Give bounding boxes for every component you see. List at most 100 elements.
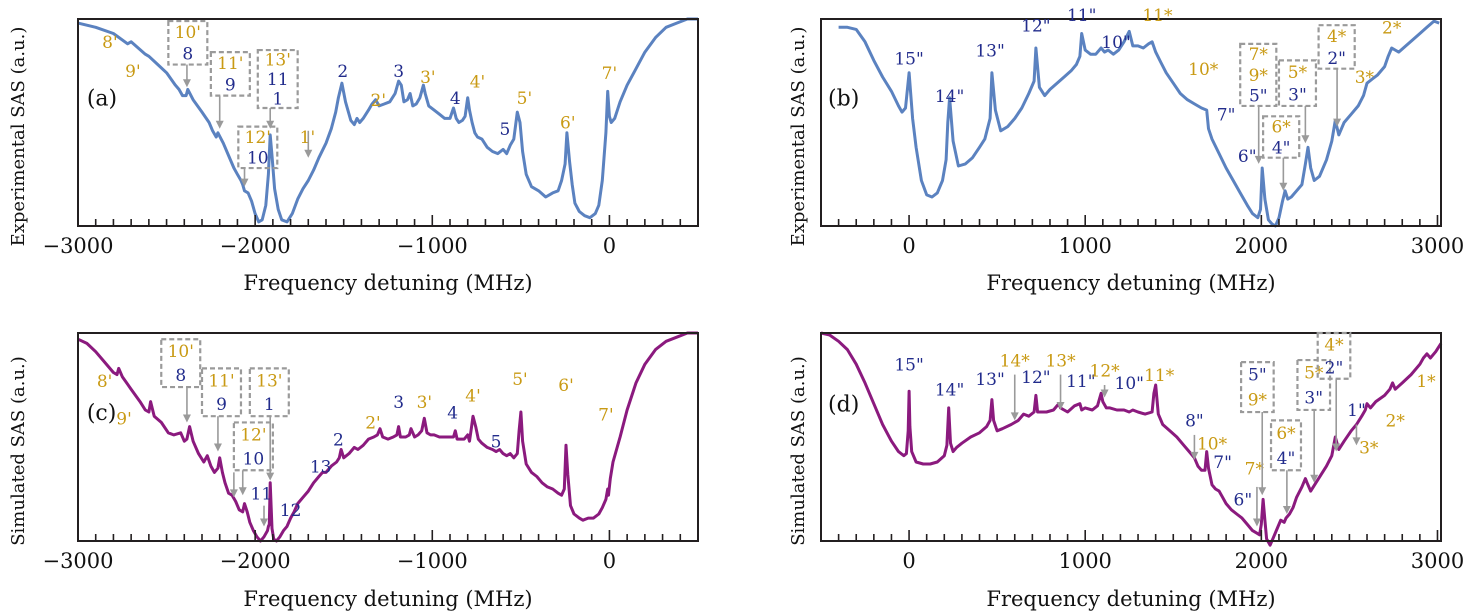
arrowhead bbox=[266, 120, 275, 129]
panel-label: (d) bbox=[828, 393, 859, 418]
peak-label: 3* bbox=[1355, 68, 1375, 88]
peak-label: 5' bbox=[517, 89, 533, 109]
arrowhead bbox=[240, 178, 249, 187]
arrowhead bbox=[1100, 389, 1109, 398]
x-tick-label: 1000 bbox=[1058, 234, 1111, 258]
panel-c: −3000 −2000 −1000 0 Frequency detuning (MHz)… bbox=[8, 331, 699, 611]
arrowhead bbox=[238, 487, 247, 496]
peak-label: 10" bbox=[1101, 33, 1130, 53]
callout-label: 2" bbox=[1327, 49, 1346, 69]
peak-label: 7' bbox=[598, 405, 614, 425]
peak-label: 13" bbox=[975, 41, 1004, 61]
peak-label: 1' bbox=[300, 128, 316, 148]
series-line bbox=[77, 17, 698, 224]
peak-label: 5 bbox=[500, 120, 511, 140]
series-line bbox=[820, 331, 1443, 547]
callout-box: 10'8 bbox=[167, 19, 209, 66]
plot-frame bbox=[820, 18, 1442, 227]
peak-label: 6" bbox=[1234, 491, 1253, 511]
y-axis-title: Simulated SAS (a.u.) bbox=[8, 356, 29, 546]
peak-label: 11 bbox=[251, 484, 273, 504]
peak-label: 10" bbox=[1115, 374, 1144, 394]
callout-label: 4* bbox=[1324, 335, 1344, 355]
panel-label: (b) bbox=[828, 87, 859, 112]
peak-label: 7' bbox=[602, 64, 618, 84]
peak-label: 3 bbox=[393, 393, 404, 413]
arrowhead bbox=[1056, 401, 1065, 410]
plot-frame bbox=[820, 332, 1442, 542]
panel-a: −3000 −2000 −1000 0 Frequency detuning (MHz)… bbox=[8, 17, 699, 295]
panel-label: (a) bbox=[87, 87, 117, 112]
plot-frame bbox=[77, 18, 699, 227]
series-line bbox=[77, 331, 698, 543]
arrowhead bbox=[1352, 437, 1361, 446]
callout-label: 11' bbox=[208, 371, 234, 391]
peak-label: 5 bbox=[491, 432, 502, 452]
arrowhead bbox=[1310, 474, 1319, 483]
x-tick-label: −1000 bbox=[397, 549, 468, 573]
panel-label: (c) bbox=[87, 401, 117, 426]
callout-label: 5* bbox=[1288, 63, 1308, 83]
peak-label: 7* bbox=[1245, 459, 1265, 479]
x-tick-label: 0 bbox=[902, 234, 915, 258]
x-tick-label: −1000 bbox=[397, 234, 468, 258]
callout-label: 9* bbox=[1248, 391, 1268, 411]
arrow-label: 13* bbox=[1045, 351, 1076, 371]
arrow-label: 14* bbox=[1000, 351, 1031, 371]
callout-label: 11 bbox=[267, 70, 289, 90]
y-axis-title: Experimental SAS (a.u.) bbox=[788, 27, 809, 247]
peak-label: 2 bbox=[333, 430, 344, 450]
peak-label: 6' bbox=[560, 114, 576, 134]
x-tick-label: 0 bbox=[902, 549, 915, 573]
peak-label: 4' bbox=[470, 72, 486, 92]
x-tick-label: 0 bbox=[603, 234, 616, 258]
peak-label: 15" bbox=[894, 355, 923, 375]
peak-label: 3' bbox=[417, 393, 433, 413]
callout-box: 12'10 bbox=[232, 421, 274, 472]
peak-label: 2 bbox=[337, 62, 348, 82]
peak-label: 8' bbox=[102, 33, 118, 53]
arrowhead bbox=[215, 120, 224, 129]
arrowhead bbox=[229, 489, 238, 498]
x-axis-title: Frequency detuning (MHz) bbox=[986, 271, 1275, 295]
callout-box: 13'111 bbox=[256, 48, 299, 109]
peak-label: 11* bbox=[1144, 366, 1175, 386]
peak-label: 11" bbox=[1067, 6, 1096, 26]
callout-label: 1 bbox=[272, 89, 283, 109]
callout-label: 10 bbox=[243, 449, 265, 469]
x-tick-label: 2000 bbox=[1235, 549, 1288, 573]
callout-box: 11'9 bbox=[209, 51, 251, 97]
peak-label: 2' bbox=[365, 414, 381, 434]
callout-label: 5" bbox=[1248, 366, 1267, 386]
peak-label: 12 bbox=[280, 501, 302, 521]
x-tick-label: 3000 bbox=[1411, 549, 1464, 573]
arrow-label: 8" bbox=[1185, 412, 1204, 432]
callout-box: 5"9* bbox=[1239, 361, 1275, 414]
callout-label: 9 bbox=[216, 395, 227, 415]
panel-d: 0 1000 2000 3000 Frequency detuning (MHz) Sim… bbox=[788, 331, 1464, 611]
peak-label: 13" bbox=[975, 370, 1004, 390]
arrowhead bbox=[1301, 135, 1310, 144]
peak-label: 8' bbox=[97, 372, 113, 392]
panel-b: 0 1000 2000 3000 Frequency detuning (MHz) Exp… bbox=[788, 6, 1464, 295]
callout-frame bbox=[1277, 59, 1318, 108]
peak-label: 10* bbox=[1188, 60, 1219, 80]
arrowhead bbox=[1279, 182, 1288, 191]
peak-label: 3' bbox=[420, 68, 436, 88]
peak-label: 1* bbox=[1416, 372, 1436, 392]
peak-label: 13 bbox=[310, 457, 332, 477]
callout-box: 13'1 bbox=[248, 367, 290, 418]
callout-label: 5* bbox=[1304, 364, 1324, 384]
x-axis-title: Frequency detuning (MHz) bbox=[243, 587, 532, 611]
callout-frame bbox=[248, 367, 290, 418]
arrowhead bbox=[1010, 412, 1019, 421]
arrowhead bbox=[266, 472, 275, 481]
callout-label: 13' bbox=[256, 371, 282, 391]
arrowhead bbox=[1254, 155, 1263, 164]
callout-box: 4*2" bbox=[1317, 24, 1356, 70]
peak-label: 7" bbox=[1217, 105, 1236, 125]
callout-label: 5" bbox=[1249, 87, 1268, 107]
callout-label: 4" bbox=[1277, 449, 1296, 469]
callout-label: 2" bbox=[1325, 358, 1344, 378]
